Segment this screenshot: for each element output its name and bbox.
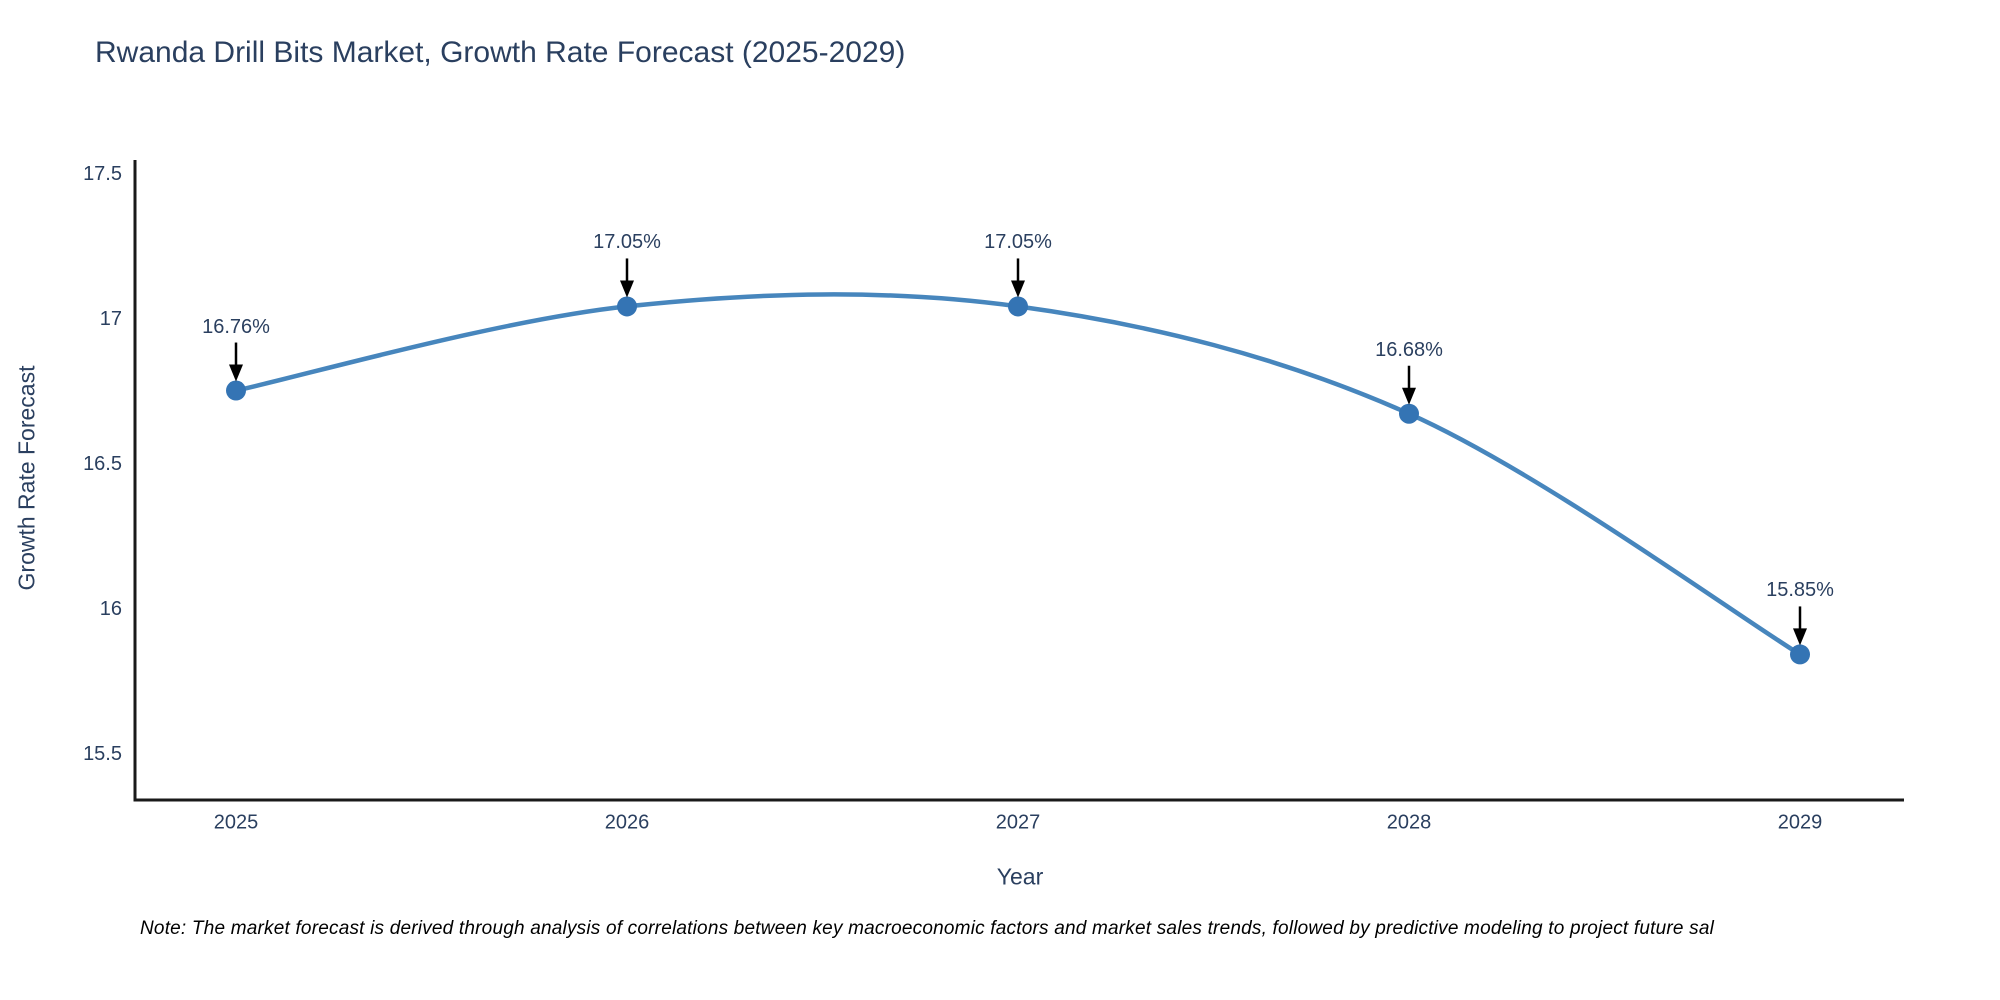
forecast-line <box>235 292 1802 657</box>
data-point-2026 <box>617 296 637 317</box>
y-tick-label-17.5: 17.5 <box>83 162 122 185</box>
data-point-2027 <box>1008 296 1028 317</box>
annotation-arrowhead <box>229 364 243 382</box>
annotation-label-2026: 17.05% <box>593 231 661 254</box>
data-point-2029 <box>1790 644 1810 665</box>
x-tick-label-2027: 2027 <box>995 811 1041 834</box>
annotation-arrowhead <box>620 280 634 298</box>
annotation-arrowhead <box>1402 387 1416 405</box>
x-tick-label-2026: 2026 <box>604 811 650 834</box>
data-point-2028 <box>1399 403 1419 424</box>
y-axis-title: Growth Rate Forecast <box>13 365 40 591</box>
annotation-arrowhead <box>1793 628 1807 646</box>
x-tick-label-2028: 2028 <box>1386 811 1432 834</box>
y-tick-label-16.5: 16.5 <box>83 452 122 475</box>
annotation-label-2027: 17.05% <box>984 231 1052 254</box>
annotation-label-2029: 15.85% <box>1766 579 1834 602</box>
y-tick-label-17: 17 <box>99 307 122 330</box>
annotation-label-2025: 16.76% <box>202 315 270 338</box>
y-tick-label-16: 16 <box>99 597 122 620</box>
data-point-2025 <box>226 380 246 401</box>
x-tick-label-2025: 2025 <box>213 811 259 834</box>
annotation-label-2028: 16.68% <box>1375 338 1443 361</box>
chart-footnote: Note: The market forecast is derived thr… <box>140 918 1715 939</box>
annotation-arrowhead <box>1011 280 1025 298</box>
chart-title: Rwanda Drill Bits Market, Growth Rate Fo… <box>95 36 906 69</box>
y-tick-label-15.5: 15.5 <box>83 742 122 765</box>
x-tick-label-2029: 2029 <box>1777 811 1823 834</box>
x-axis-title: Year <box>996 863 1044 890</box>
